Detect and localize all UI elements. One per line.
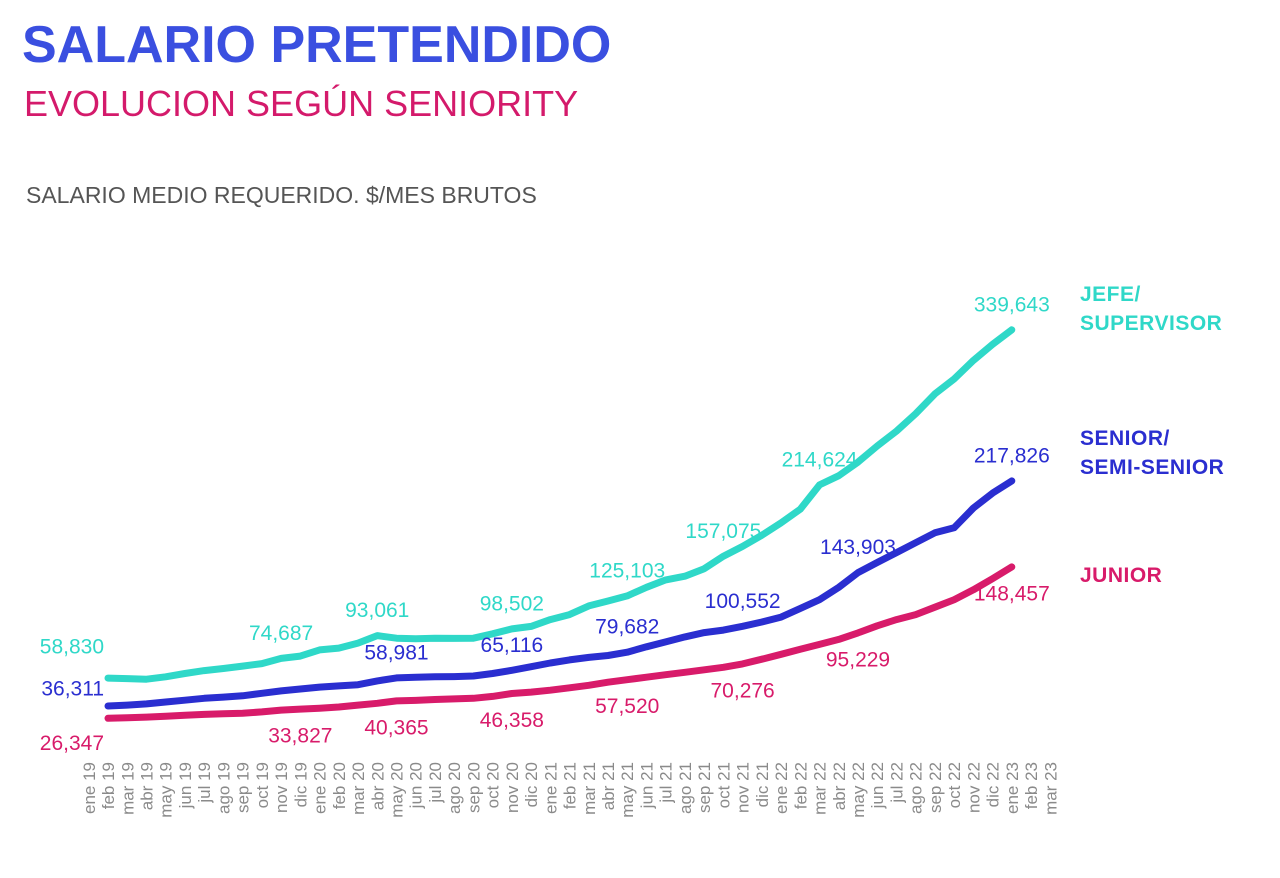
x-tick-label: mar 21 xyxy=(580,762,599,815)
x-tick-label: sep 21 xyxy=(695,762,714,813)
x-tick-label: ene 22 xyxy=(772,762,791,814)
x-tick-label: oct 22 xyxy=(945,762,964,808)
data-label: 217,826 xyxy=(974,444,1050,467)
line xyxy=(104,477,1016,710)
x-tick-label: oct 19 xyxy=(253,762,272,808)
legend-entry: JUNIOR xyxy=(1080,564,1163,587)
x-tick-label: dic 20 xyxy=(522,762,541,807)
x-tick-label: ago 21 xyxy=(676,762,695,814)
data-label: 214,624 xyxy=(782,448,858,471)
x-tick-label: may 22 xyxy=(849,762,868,818)
data-label: 65,116 xyxy=(481,634,544,657)
chart-title: SALARIO PRETENDIDO xyxy=(22,16,611,74)
data-label: 74,687 xyxy=(249,622,313,645)
data-label: 125,103 xyxy=(589,559,665,582)
x-tick-label: ene 19 xyxy=(80,762,99,814)
x-tick-label: feb 22 xyxy=(791,762,810,809)
data-label: 339,643 xyxy=(974,293,1050,316)
data-label: 36,311 xyxy=(41,678,104,701)
x-tick-label: jun 20 xyxy=(407,762,426,809)
x-tick-label: ene 21 xyxy=(541,762,560,814)
line xyxy=(104,563,1016,722)
x-tick-label: oct 21 xyxy=(714,762,733,808)
x-tick-label: ene 20 xyxy=(311,762,330,814)
data-label: 95,229 xyxy=(826,648,890,671)
x-tick-label: jul 22 xyxy=(887,762,906,804)
x-tick-label: nov 22 xyxy=(964,762,983,813)
x-tick-label: dic 19 xyxy=(291,762,310,807)
data-label: 57,520 xyxy=(595,695,659,718)
data-label: 40,365 xyxy=(364,716,428,739)
x-tick-label: mar 19 xyxy=(118,762,137,815)
x-tick-label: may 21 xyxy=(618,762,637,818)
data-label: 70,276 xyxy=(711,679,775,702)
x-tick-label: ene 23 xyxy=(1003,762,1022,814)
x-tick-label: feb 19 xyxy=(99,762,118,809)
x-tick-label: jun 22 xyxy=(868,762,887,809)
x-tick-label: jul 20 xyxy=(426,762,445,804)
x-tick-label: dic 22 xyxy=(984,762,1003,807)
x-tick-label: feb 20 xyxy=(330,762,349,809)
x-tick-label: feb 21 xyxy=(561,762,580,809)
x-tick-label: sep 19 xyxy=(234,762,253,813)
x-tick-label: abr 22 xyxy=(830,762,849,810)
x-tick-label: ago 19 xyxy=(214,762,233,814)
x-tick-label: jul 21 xyxy=(657,762,676,804)
data-label: 79,682 xyxy=(595,616,659,639)
x-tick-label: sep 20 xyxy=(464,762,483,813)
data-label: 148,457 xyxy=(974,582,1050,605)
x-tick-label: ago 22 xyxy=(907,762,926,814)
x-tick-label: mar 20 xyxy=(349,762,368,815)
x-tick-label: jul 19 xyxy=(195,762,214,804)
x-tick-label: nov 19 xyxy=(272,762,291,813)
x-tick-label: abr 20 xyxy=(368,762,387,810)
x-tick-label: may 20 xyxy=(387,762,406,818)
data-label: 98,502 xyxy=(480,592,544,615)
legend-entry: SENIOR/ SEMI-SENIOR xyxy=(1080,427,1225,479)
x-tick-label: mar 23 xyxy=(1041,762,1060,815)
line xyxy=(104,326,1016,683)
data-label: 143,903 xyxy=(820,536,896,559)
data-label: 157,075 xyxy=(685,520,761,543)
x-tick-label: jun 21 xyxy=(637,762,656,809)
data-label: 46,358 xyxy=(480,709,544,732)
x-tick-label: may 19 xyxy=(157,762,176,818)
x-tick-label: abr 21 xyxy=(599,762,618,810)
x-tick-label: ago 20 xyxy=(445,762,464,814)
data-label: 100,552 xyxy=(705,590,781,613)
data-label: 58,981 xyxy=(364,641,428,664)
x-tick-label: feb 23 xyxy=(1022,762,1041,809)
x-tick-label: mar 22 xyxy=(811,762,830,815)
x-tick-label: jun 19 xyxy=(176,762,195,809)
x-tick-label: sep 22 xyxy=(926,762,945,813)
chart-subtitle: EVOLUCION SEGÚN SENIORITY xyxy=(24,83,578,124)
x-tick-label: oct 20 xyxy=(484,762,503,808)
x-tick-label: abr 19 xyxy=(137,762,156,810)
x-tick-label: nov 21 xyxy=(734,762,753,813)
data-label: 93,061 xyxy=(345,599,409,622)
data-label: 26,347 xyxy=(40,732,104,755)
axis-label: SALARIO MEDIO REQUERIDO. $/MES BRUTOS xyxy=(26,182,537,208)
data-label: 33,827 xyxy=(268,725,332,748)
data-label: 58,830 xyxy=(40,636,104,659)
x-tick-label: nov 20 xyxy=(503,762,522,813)
x-tick-label: dic 21 xyxy=(753,762,772,807)
legend-entry: JEFE/ SUPERVISOR xyxy=(1080,283,1223,335)
